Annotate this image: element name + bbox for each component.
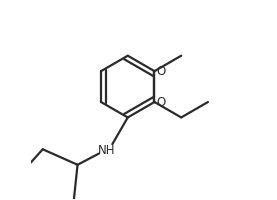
Text: O: O — [157, 96, 166, 109]
Text: NH: NH — [98, 144, 116, 157]
Text: O: O — [157, 65, 166, 78]
